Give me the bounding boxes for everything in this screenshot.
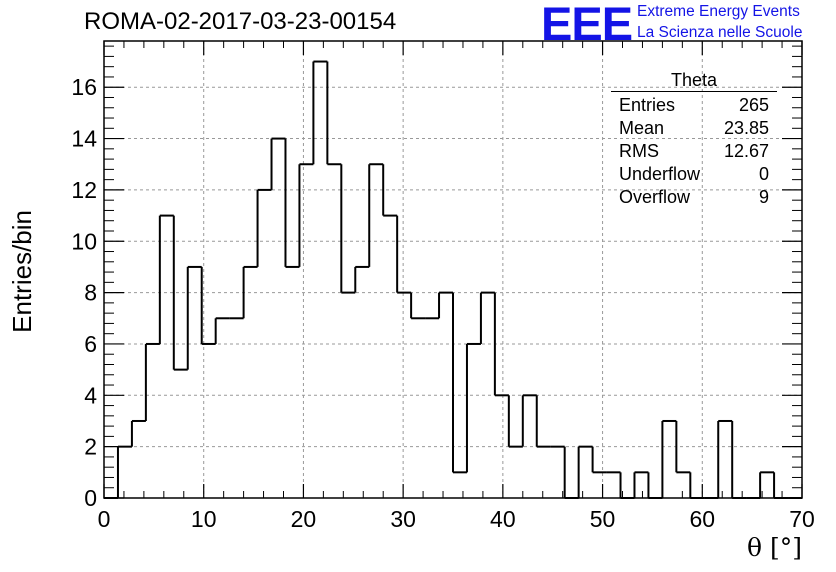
stats-row-mean: Mean 23.85	[611, 117, 777, 140]
x-tick-label: 70	[789, 506, 815, 532]
y-tick-label: 10	[71, 228, 97, 254]
stats-label: Mean	[619, 118, 665, 138]
eee-logo: EEE	[541, 0, 633, 50]
stats-value: 0	[758, 164, 769, 184]
stats-row-rms: RMS 12.67	[611, 140, 777, 163]
y-tick-label: 12	[71, 177, 97, 203]
y-tick-label: 16	[71, 74, 97, 100]
stats-value: 12.67	[723, 141, 769, 161]
plot-frame	[103, 40, 803, 499]
chart-title: ROMA-02-2017-03-23-00154	[84, 8, 397, 35]
logo-line-2: La Scienza nelle Scuole	[637, 24, 803, 41]
y-tick-label: 0	[84, 485, 97, 511]
stats-value: 23.85	[723, 118, 769, 138]
y-tick-label: 14	[71, 126, 97, 152]
x-axis-label: θ [°]	[746, 533, 802, 562]
x-tick-label: 50	[590, 506, 616, 532]
y-tick-label: 2	[84, 434, 97, 460]
tick-labels: 0 10 20 30 40 50 60 70 0 2 4 6 8 10 12 14 16	[71, 74, 814, 532]
stats-value: 9	[758, 187, 769, 207]
stats-value: 265	[738, 95, 769, 115]
x-tick-label: 10	[191, 506, 217, 532]
stats-title: Theta	[611, 71, 777, 92]
x-tick-label: 0	[98, 506, 111, 532]
stats-label: RMS	[619, 141, 659, 161]
x-tick-label: 60	[689, 506, 715, 532]
stats-label: Overflow	[619, 187, 691, 207]
y-axis-label: Entries/bin	[7, 210, 37, 333]
y-tick-label: 4	[84, 382, 97, 408]
logo-line-1: Extreme Energy Events	[637, 3, 800, 20]
stats-row-underflow: Underflow 0	[611, 163, 777, 186]
axis-ticks	[103, 41, 803, 499]
stats-row-overflow: Overflow 9	[611, 186, 777, 209]
x-tick-label: 20	[291, 506, 317, 532]
y-tick-label: 6	[84, 331, 97, 357]
stats-label: Entries	[619, 95, 676, 115]
stats-label: Underflow	[619, 164, 701, 184]
x-tick-label: 40	[490, 506, 516, 532]
stats-row-entries: Entries 265	[611, 94, 777, 117]
x-tick-label: 30	[390, 506, 416, 532]
stats-box: Theta Entries 265 Mean 23.85 RMS 12.67 U…	[611, 71, 777, 209]
y-tick-label: 8	[84, 280, 97, 306]
histogram-series	[104, 60, 802, 499]
